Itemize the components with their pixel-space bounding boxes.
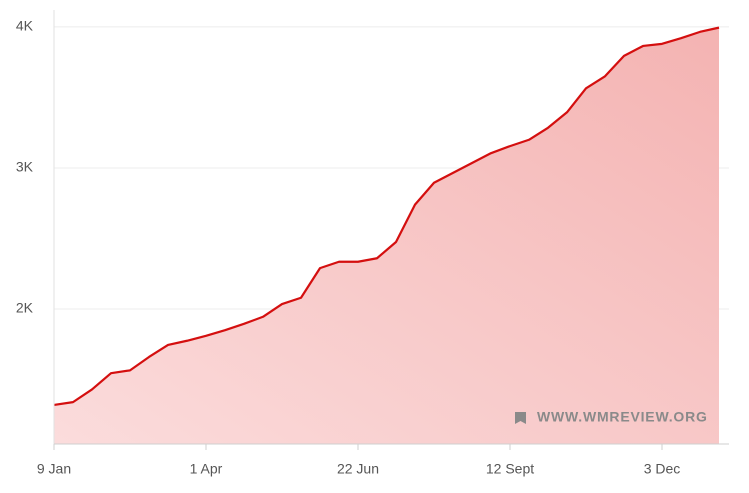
watermark-text: WWW.WMREVIEW.ORG	[537, 409, 708, 425]
y-tick-label: 3K	[16, 159, 34, 175]
x-tick-label: 12 Sept	[486, 461, 534, 477]
x-tick-label: 3 Dec	[644, 461, 681, 477]
plot-area: 2K 3K 4K 9 Jan 1 Apr 22 Jun 12 Sept 3 Dec	[16, 10, 729, 477]
x-tick-label: 9 Jan	[37, 461, 71, 477]
y-tick-label: 2K	[16, 300, 34, 316]
area-fill	[54, 27, 719, 445]
watermark: WWW.WMREVIEW.ORG	[515, 409, 708, 425]
y-tick-label: 4K	[16, 18, 34, 34]
line	[53, 26, 720, 407]
x-tick-label: 22 Jun	[337, 461, 379, 477]
x-tick-label: 1 Apr	[190, 461, 223, 477]
watermark-icon	[515, 412, 526, 424]
